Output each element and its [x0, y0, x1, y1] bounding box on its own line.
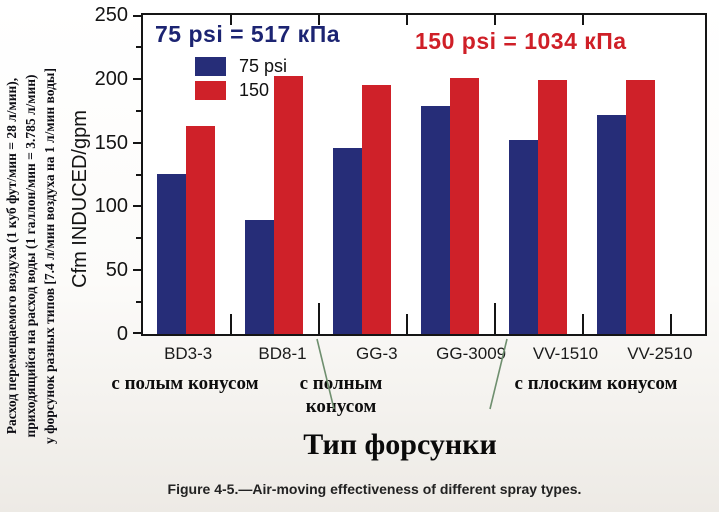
y-minor-tick — [136, 237, 141, 240]
legend-item-75psi: 75 psi — [195, 55, 297, 77]
bar-BD8-1-150psi — [274, 76, 303, 334]
legend-swatch-150psi — [195, 80, 226, 100]
bar-BD3-3-75psi — [157, 174, 186, 334]
plot-area: 75 psi = 517 кПа 150 psi = 1034 кПа 75 p… — [141, 13, 707, 336]
category-boundary-tick — [494, 303, 496, 334]
y-axis: 0 50 100 150 200 250 — [0, 4, 141, 345]
y-minor-tick — [136, 173, 141, 176]
y-major-tick — [133, 15, 141, 17]
bar-GG-3009-75psi — [421, 106, 450, 334]
category-boundary-tick — [670, 314, 672, 334]
group-label-flat-cone: с плоским конусом — [514, 373, 678, 394]
x-axis-title: Тип форсунки — [303, 428, 497, 461]
bar-GG-3009-150psi — [450, 78, 479, 334]
category-boundary-tick-top — [406, 15, 408, 25]
y-minor-tick — [136, 301, 141, 304]
y-major-tick — [133, 141, 141, 144]
annotation-150psi: 150 psi = 1034 кПа — [415, 28, 627, 54]
y-major-tick — [133, 332, 141, 334]
bar-VV-2510-150psi — [626, 80, 655, 334]
y-minor-tick — [136, 45, 141, 48]
y-tick-label: 50 — [105, 259, 128, 282]
legend: 75 psi 150 psi — [195, 55, 297, 103]
y-tick-label: 100 — [94, 195, 128, 218]
y-major-tick — [133, 77, 141, 80]
group-label-full-cone: с полным конусом — [299, 373, 383, 417]
category-boundary-tick-top — [494, 15, 496, 25]
annotation-75psi: 75 psi = 517 кПа — [155, 21, 341, 47]
bar-VV-1510-150psi — [538, 80, 567, 334]
x-tick-label-GG-3: GG-3 — [356, 344, 398, 363]
x-tick-label-BD3-3: BD3-3 — [164, 344, 213, 363]
legend-swatch-75psi — [195, 56, 226, 76]
x-axis-labels: BD3-3 BD8-1 GG-3 GG-3009 VV-1510 VV-2510 — [141, 344, 707, 364]
category-boundary-tick-top — [230, 15, 232, 25]
x-tick-label-VV-2510: VV-2510 — [627, 344, 693, 363]
category-boundary-tick — [230, 314, 232, 334]
group-label-hollow-cone: с полым конусом — [111, 373, 259, 394]
x-tick-label-GG-3009: GG-3009 — [436, 344, 507, 363]
y-tick-label: 0 — [116, 323, 128, 345]
category-boundary-tick-top — [582, 15, 584, 25]
category-boundary-tick — [582, 314, 584, 334]
legend-label-75psi: 75 psi — [239, 55, 288, 76]
bar-GG-3-75psi — [333, 148, 362, 334]
bar-GG-3-150psi — [362, 85, 391, 334]
category-boundary-tick — [406, 314, 408, 334]
y-tick-label: 150 — [94, 131, 128, 154]
y-minor-tick — [136, 109, 141, 112]
y-tick-label: 200 — [94, 67, 128, 90]
bar-BD8-1-75psi — [245, 220, 274, 334]
y-major-tick — [133, 269, 141, 272]
category-boundary-tick-top — [318, 15, 320, 25]
bar-VV-1510-75psi — [509, 140, 538, 334]
x-tick-label-VV-1510: VV-1510 — [532, 344, 599, 363]
bar-BD3-3-150psi — [186, 126, 215, 334]
bar-VV-2510-75psi — [597, 115, 626, 334]
figure-caption: Figure 4-5.—Air-moving effectiveness of … — [167, 481, 582, 497]
y-tick-label: 250 — [94, 4, 128, 26]
y-major-tick — [133, 205, 141, 208]
x-tick-label-BD8-1: BD8-1 — [258, 344, 307, 363]
category-boundary-tick — [318, 303, 320, 334]
